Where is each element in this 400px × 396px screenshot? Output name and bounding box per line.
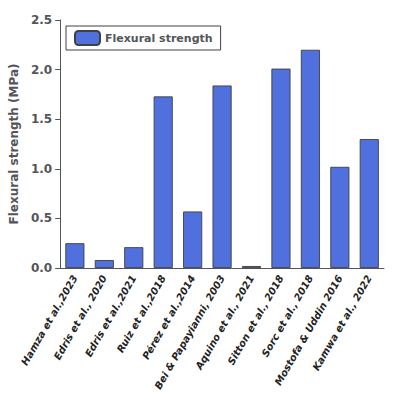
svg-text:Ruiz et al.,2018: Ruiz et al.,2018	[114, 273, 168, 355]
svg-text:2.0: 2.0	[31, 63, 52, 77]
svg-text:Hamza et al.,2023: Hamza et al.,2023	[19, 273, 80, 367]
svg-text:2.5: 2.5	[31, 13, 52, 27]
svg-text:Kamwa et al., 2022: Kamwa et al., 2022	[310, 273, 374, 372]
svg-text:Mostofa & Uddin 2016: Mostofa & Uddin 2016	[272, 273, 345, 388]
svg-text:1.0: 1.0	[31, 162, 52, 176]
svg-text:Aquino et al., 2021: Aquino et al., 2021	[193, 273, 257, 372]
svg-text:Sitton et al., 2018: Sitton et al., 2018	[225, 273, 285, 367]
svg-text:Flexural strength: Flexural strength	[105, 32, 213, 45]
svg-text:1.5: 1.5	[31, 112, 52, 126]
svg-text:0.5: 0.5	[31, 211, 52, 225]
svg-text:Bei & Papayianni, 2003: Bei & Papayianni, 2003	[152, 273, 227, 392]
svg-text:Sorc et al., 2018: Sorc et al., 2018	[259, 273, 315, 359]
svg-text:Edris et al.,2021: Edris et al.,2021	[83, 273, 139, 358]
svg-text:Pérez et al.,2014: Pérez et al.,2014	[140, 273, 197, 361]
svg-text:Edris et al., 2020: Edris et al., 2020	[52, 273, 109, 361]
svg-text:0.0: 0.0	[31, 261, 52, 275]
svg-text:Flexural strength (MPa): Flexural strength (MPa)	[7, 63, 21, 224]
